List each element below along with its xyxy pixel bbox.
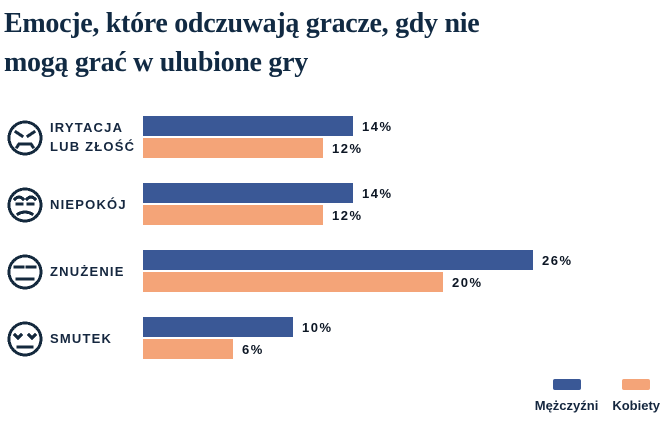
category-label-line: LUB ZŁOŚĆ <box>50 139 136 154</box>
bar-women <box>143 138 323 158</box>
category-label-line: NIEPOKÓJ <box>50 196 127 212</box>
chart-row-znuzenie: ZNUŻENIE 26% 20% <box>0 250 670 292</box>
bar-value-women: 12% <box>332 207 363 223</box>
worried-face-icon <box>6 184 50 224</box>
emotions-bar-chart: { "title": "Emocje, które odczuwają grac… <box>0 4 670 423</box>
bar-value-women: 6% <box>242 341 264 357</box>
bar-value-men: 14% <box>362 118 393 134</box>
chart-rows: IRYTACJA LUB ZŁOŚĆ 14% 12% NIEPOKÓJ <box>0 116 670 359</box>
bar-value-women: 12% <box>332 140 363 156</box>
bar-value-men: 10% <box>302 319 333 335</box>
bar-value-men: 26% <box>542 252 573 268</box>
bar-men <box>143 250 533 270</box>
bar-women <box>143 205 323 225</box>
chart-row-irytacja: IRYTACJA LUB ZŁOŚĆ 14% 12% <box>0 116 670 158</box>
category-label: IRYTACJA LUB ZŁOŚĆ <box>50 118 143 156</box>
legend-swatch-women <box>622 379 651 390</box>
category-label-line: SMUTEK <box>50 330 113 346</box>
expressionless-face-icon <box>6 251 50 291</box>
bar-men <box>143 183 353 203</box>
bar-women <box>143 339 233 359</box>
page-title: Emocje, które odczuwają gracze, gdy nie … <box>4 4 670 82</box>
sad-face-icon <box>6 318 50 358</box>
bar-group: 10% 6% <box>143 317 670 359</box>
category-label: ZNUŻENIE <box>50 262 143 281</box>
chart-row-niepokoj: NIEPOKÓJ 14% 12% <box>0 183 670 225</box>
legend-item-women: Kobiety <box>612 379 660 413</box>
legend-swatch-men <box>552 379 581 390</box>
chart-row-smutek: SMUTEK 10% 6% <box>0 317 670 359</box>
category-label: NIEPOKÓJ <box>50 195 143 214</box>
legend-label-women: Kobiety <box>612 398 660 413</box>
bar-men <box>143 116 353 136</box>
bar-group: 14% 12% <box>143 183 670 225</box>
bar-women <box>143 272 443 292</box>
category-label: SMUTEK <box>50 329 143 348</box>
bar-value-women: 20% <box>452 274 483 290</box>
bar-group: 14% 12% <box>143 116 670 158</box>
category-label-line: IRYTACJA <box>50 120 124 135</box>
legend-item-men: Mężczyźni <box>534 379 599 413</box>
angry-face-icon <box>6 117 50 157</box>
title-line-1: Emocje, które odczuwają gracze, gdy nie <box>4 8 480 39</box>
bar-value-men: 14% <box>362 185 393 201</box>
legend-label-men: Mężczyźni <box>534 398 599 413</box>
legend: Mężczyźni Kobiety <box>535 379 660 413</box>
title-line-2: mogą grać w ulubione gry <box>4 47 308 78</box>
bar-men <box>143 317 293 337</box>
category-label-line: ZNUŻENIE <box>50 263 125 279</box>
bar-group: 26% 20% <box>143 250 670 292</box>
